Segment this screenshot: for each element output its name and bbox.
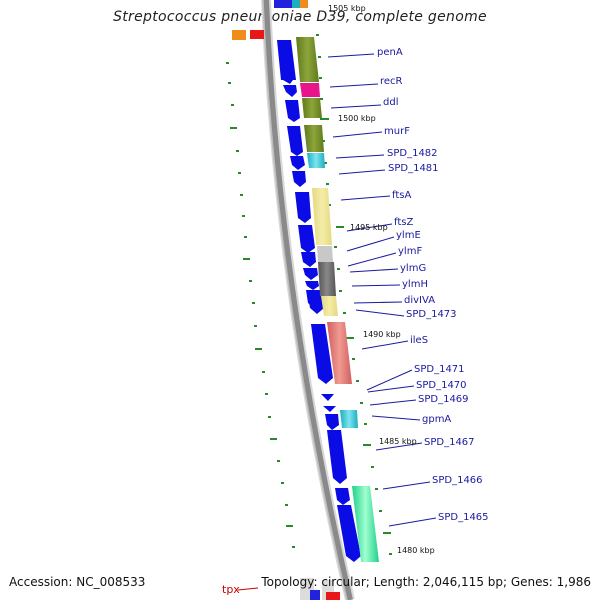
gene-label-recr: recR [380, 76, 403, 87]
cds-arrow-pena [277, 40, 296, 84]
genome-summary-text: Topology: circular; Length: 2,046,115 bp… [261, 575, 591, 589]
gene-label-iles: ileS [410, 335, 428, 346]
gene-labels: penA recR ddl murF SPD_1482 SPD_1481 fts… [377, 47, 489, 523]
cog-blocks [296, 37, 379, 562]
cds-arrow-spd-1466 [335, 488, 350, 505]
kbp-label-1500: 1500 kbp [338, 114, 376, 123]
cds-arrow-spd-1469 [325, 414, 339, 430]
gene-label-ylmh: ylmH [402, 279, 428, 290]
gene-label-spd-1470: SPD_1470 [416, 380, 467, 391]
bottom-feature-blocks [237, 578, 340, 600]
gene-label-ddl: ddl [383, 97, 398, 108]
kbp-label-1495: 1495 kbp [350, 223, 388, 232]
cds-arrow-spd-1471 [321, 394, 334, 401]
cds-arrow-ftsa [295, 192, 311, 223]
gene-label-spd-1482: SPD_1482 [387, 148, 438, 159]
gene-label-spd-1465: SPD_1465 [438, 512, 489, 523]
cds-arrow-ylmf [303, 268, 318, 280]
gene-label-ylmf: ylmF [398, 246, 422, 257]
gene-label-spd-1471: SPD_1471 [414, 364, 465, 375]
cds-arrow-ylmg [305, 281, 319, 290]
cds-arrow-recr [283, 85, 297, 97]
gene-label-pena: penA [377, 47, 403, 58]
kbp-labels: 1505 kbp 1500 kbp 1495 kbp 1490 kbp 1485… [328, 4, 435, 555]
gene-label-murf: murF [384, 126, 410, 137]
cds-arrow-murf [287, 126, 303, 156]
cds-arrow-ftsz [298, 225, 315, 253]
cds-arrows [277, 40, 361, 562]
cds-arrow-iles [311, 324, 333, 384]
gene-label-spd-1473: SPD_1473 [406, 309, 457, 320]
gene-label-ftsa: ftsA [392, 190, 411, 201]
map-title: Streptococcus pneumoniae D39, complete g… [113, 9, 487, 25]
kbp-label-1490: 1490 kbp [363, 330, 401, 339]
gene-label-gpma: gpmA [422, 414, 451, 425]
cds-arrow-divIVA [308, 296, 324, 314]
gene-label-spd-1467: SPD_1467 [424, 437, 475, 448]
gene-label-divIVA: divIVA [404, 295, 435, 306]
cds-arrow-spd-1467 [327, 430, 347, 484]
cds-arrow-spd-1482 [290, 156, 305, 170]
leader-lines [327, 53, 437, 527]
cds-arrow-spd-1470 [323, 406, 336, 412]
top-feature-blocks [232, 0, 308, 40]
genome-backbone [261, 0, 355, 600]
accession-text: Accession: NC_008533 [9, 575, 146, 589]
cds-arrow-ylme [301, 252, 316, 267]
cds-arrow-spd-1481 [292, 171, 306, 187]
kbp-label-1480: 1480 kbp [397, 546, 435, 555]
gene-label-ylmg: ylmG [400, 263, 426, 274]
kbp-label-1505: 1505 kbp [328, 4, 366, 13]
gene-label-spd-1466: SPD_1466 [432, 475, 483, 486]
cds-arrow-ddl [285, 100, 300, 122]
gene-label-tpx: tpx [222, 583, 240, 596]
gene-label-ylme: ylmE [396, 230, 421, 241]
gene-label-spd-1481: SPD_1481 [388, 163, 439, 174]
cds-arrow-spd-1465 [337, 505, 361, 562]
inner-tick-marks [226, 62, 295, 548]
kbp-label-1485: 1485 kbp [379, 437, 417, 446]
outer-tick-marks [316, 34, 392, 555]
gene-label-spd-1469: SPD_1469 [418, 394, 469, 405]
gene-label-ftsz: ftsZ [394, 217, 413, 228]
